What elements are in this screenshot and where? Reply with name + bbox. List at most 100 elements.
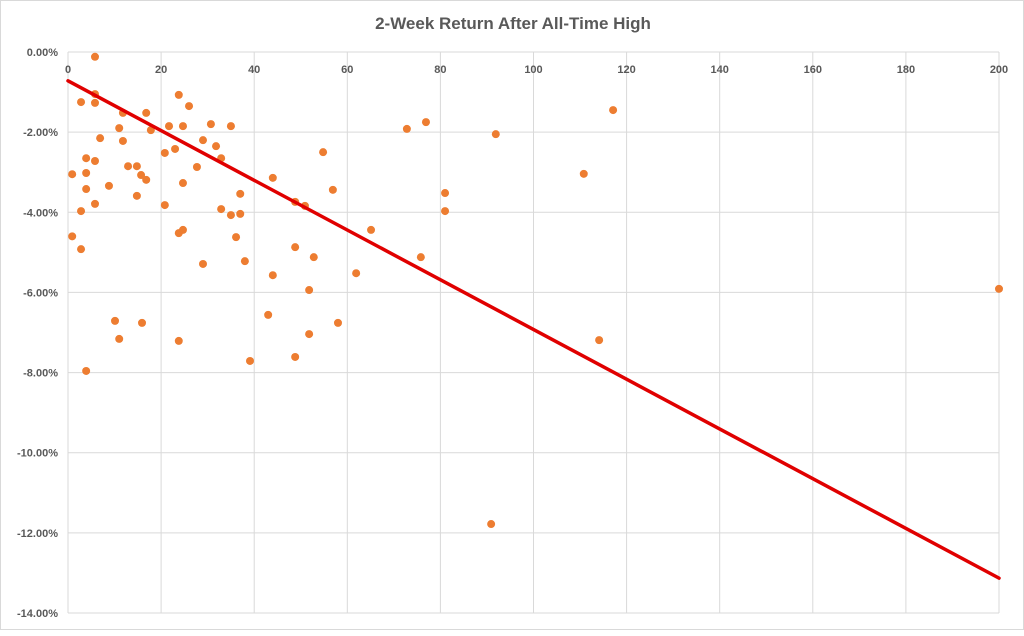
data-point xyxy=(178,179,187,188)
data-point xyxy=(226,122,235,131)
y-tick-label: -10.00% xyxy=(17,448,58,460)
y-tick-label: -8.00% xyxy=(23,368,58,380)
data-point xyxy=(441,207,450,216)
x-tick-label: 200 xyxy=(990,64,1008,76)
y-axis-ticks: 0.00% -2.00% -4.00% -6.00% -8.00% -10.00% -12.… xyxy=(17,47,58,620)
data-point xyxy=(236,209,245,218)
data-point xyxy=(171,144,180,153)
x-tick-label: 100 xyxy=(524,64,542,76)
data-point xyxy=(68,232,77,241)
data-point xyxy=(174,90,183,99)
y-tick-label: -4.00% xyxy=(23,207,58,219)
x-tick-label: 20 xyxy=(155,64,167,76)
data-point xyxy=(104,181,113,190)
gridlines xyxy=(67,51,1000,614)
data-point xyxy=(132,191,141,200)
data-point xyxy=(68,170,77,179)
x-tick-label: 120 xyxy=(617,64,635,76)
data-point xyxy=(309,253,318,262)
data-point xyxy=(137,171,146,180)
data-point xyxy=(82,185,91,194)
data-point xyxy=(142,108,151,117)
x-tick-label: 80 xyxy=(434,64,446,76)
data-point xyxy=(132,162,141,171)
data-point xyxy=(206,120,215,129)
data-point xyxy=(118,136,127,145)
data-point xyxy=(174,336,183,345)
y-tick-label: 0.00% xyxy=(27,47,58,59)
data-point xyxy=(236,189,245,198)
data-point xyxy=(305,330,314,339)
x-tick-label: 160 xyxy=(804,64,822,76)
data-point xyxy=(268,173,277,182)
data-point xyxy=(90,52,99,61)
data-point xyxy=(212,142,221,151)
data-point xyxy=(264,310,273,319)
data-point xyxy=(441,189,450,198)
data-point xyxy=(90,98,99,107)
x-tick-label: 0 xyxy=(65,64,71,76)
data-point xyxy=(268,271,277,280)
y-tick-label: -14.00% xyxy=(17,608,58,620)
data-point xyxy=(160,148,169,157)
data-point xyxy=(367,225,376,234)
data-point xyxy=(192,163,201,172)
data-point xyxy=(305,286,314,295)
data-point xyxy=(160,201,169,210)
x-axis-ticks: 0 20 40 60 80 100 120 140 160 180 200 xyxy=(65,64,1008,76)
y-tick-label: -2.00% xyxy=(23,127,58,139)
y-tick-label: -6.00% xyxy=(23,287,58,299)
data-point xyxy=(291,243,300,252)
data-point xyxy=(96,134,105,143)
data-point xyxy=(138,318,147,327)
data-point xyxy=(333,318,342,327)
data-point xyxy=(77,207,86,216)
data-point xyxy=(416,253,425,262)
data-point xyxy=(491,130,500,139)
data-point xyxy=(90,199,99,208)
data-point xyxy=(111,316,120,325)
data-point xyxy=(77,245,86,254)
data-point xyxy=(178,122,187,131)
chart-title: 2-Week Return After All-Time High xyxy=(375,14,651,33)
data-point xyxy=(232,233,241,242)
x-tick-label: 180 xyxy=(897,64,915,76)
data-point xyxy=(995,284,1003,293)
data-point xyxy=(421,118,430,127)
data-point xyxy=(142,175,151,184)
data-points xyxy=(68,52,1003,529)
data-point xyxy=(328,185,337,194)
data-point xyxy=(579,169,588,178)
data-point xyxy=(291,352,300,361)
data-point xyxy=(352,269,361,278)
x-tick-label: 40 xyxy=(248,64,260,76)
data-point xyxy=(178,225,187,234)
data-point xyxy=(198,259,207,268)
data-point xyxy=(609,106,618,115)
data-point xyxy=(246,356,255,365)
data-point xyxy=(226,211,235,220)
data-point xyxy=(217,205,226,214)
data-point xyxy=(82,366,91,375)
data-point xyxy=(115,124,124,133)
data-point xyxy=(595,336,604,345)
data-point xyxy=(115,334,124,343)
x-tick-label: 140 xyxy=(711,64,729,76)
data-point xyxy=(240,257,249,266)
data-point xyxy=(82,169,91,178)
data-point xyxy=(487,520,496,529)
data-point xyxy=(165,122,174,131)
data-point xyxy=(185,102,194,111)
x-tick-label: 60 xyxy=(341,64,353,76)
data-point xyxy=(402,124,411,133)
trendline xyxy=(66,79,1001,580)
data-point xyxy=(82,154,91,163)
data-point xyxy=(77,98,86,107)
data-point xyxy=(90,156,99,165)
data-point xyxy=(319,148,328,157)
data-point xyxy=(124,162,133,171)
y-tick-label: -12.00% xyxy=(17,528,58,540)
data-point xyxy=(198,136,207,145)
